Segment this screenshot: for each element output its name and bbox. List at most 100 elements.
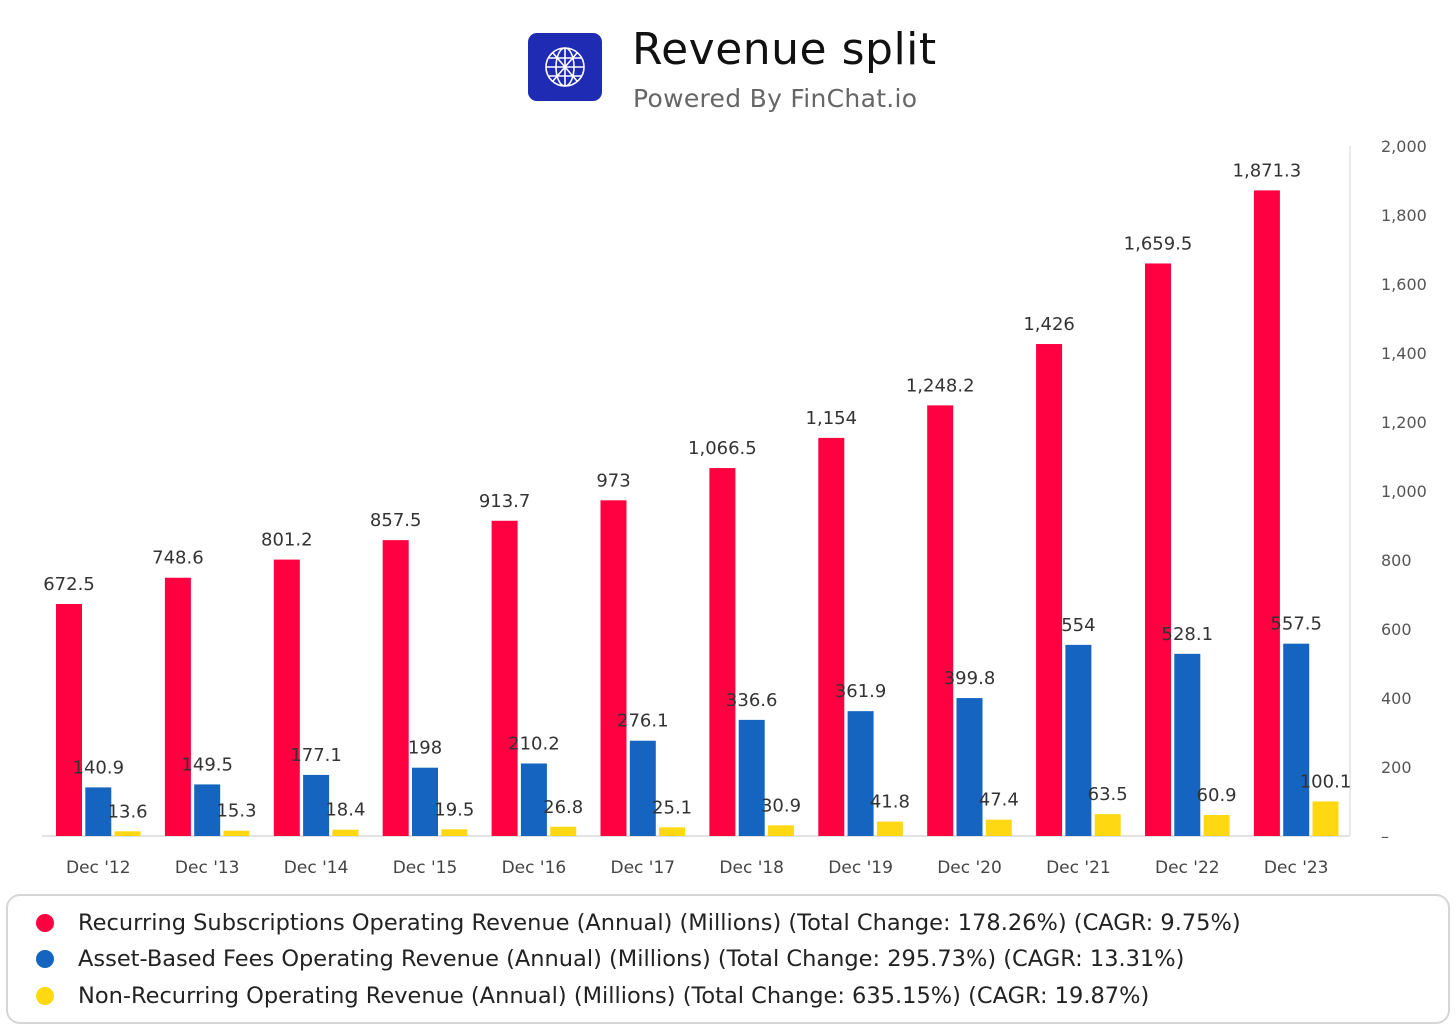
data-label-non-recurring-dec-20: 47.4 xyxy=(979,790,1019,811)
y-tick-label: 1,000 xyxy=(1381,482,1427,501)
bar-recurring-dec-18 xyxy=(709,468,736,836)
bar-non-recurring-dec-17 xyxy=(659,827,686,836)
x-tick-label: Dec '22 xyxy=(1155,858,1220,878)
bar-recurring-dec-14 xyxy=(273,559,300,836)
bar-non-recurring-dec-13 xyxy=(223,830,250,836)
bar-non-recurring-dec-22 xyxy=(1203,814,1230,836)
data-label-recurring-dec-23: 1,871.3 xyxy=(1233,160,1302,181)
y-tick-label: 1,400 xyxy=(1381,344,1427,363)
x-tick-label: Dec '21 xyxy=(1046,858,1111,878)
data-label-non-recurring-dec-17: 25.1 xyxy=(652,797,692,818)
x-tick-label: Dec '23 xyxy=(1264,858,1329,878)
legend-dot-non-recurring xyxy=(36,987,54,1005)
legend-label-asset-based: Asset-Based Fees Operating Revenue (Annu… xyxy=(78,946,1185,972)
bar-asset-based-dec-23 xyxy=(1283,643,1310,836)
globe-icon xyxy=(545,47,585,87)
data-label-non-recurring-dec-22: 60.9 xyxy=(1197,785,1237,806)
bar-non-recurring-dec-20 xyxy=(985,819,1012,836)
bar-recurring-dec-20 xyxy=(927,405,954,836)
chart-subtitle: Powered By FinChat.io xyxy=(633,84,918,113)
legend-item-recurring: Recurring Subscriptions Operating Revenu… xyxy=(36,910,1241,936)
bar-chart: – 200 400 600 800 1,000 1,200 1,400 1,600 1,800 2,… xyxy=(42,137,1427,878)
data-label-non-recurring-dec-14: 18.4 xyxy=(325,800,365,821)
x-tick-label: Dec '17 xyxy=(610,858,675,878)
bar-recurring-dec-15 xyxy=(382,540,409,836)
x-tick-label: Dec '18 xyxy=(719,858,784,878)
y-tick-label: 600 xyxy=(1381,620,1412,639)
data-label-asset-based-dec-23: 557.5 xyxy=(1270,614,1322,635)
bar-recurring-dec-21 xyxy=(1036,344,1063,836)
y-tick-label: 1,200 xyxy=(1381,413,1427,432)
x-tick-label: Dec '15 xyxy=(393,858,458,878)
data-label-asset-based-dec-17: 276.1 xyxy=(617,711,669,732)
legend-item-asset-based: Asset-Based Fees Operating Revenue (Annu… xyxy=(36,946,1184,972)
data-label-recurring-dec-18: 1,066.5 xyxy=(688,438,757,459)
data-label-recurring-dec-20: 1,248.2 xyxy=(906,375,975,396)
logo xyxy=(528,33,602,101)
bar-non-recurring-dec-15 xyxy=(441,829,468,836)
bar-recurring-dec-16 xyxy=(491,520,518,836)
x-tick-label: Dec '13 xyxy=(175,858,240,878)
data-label-recurring-dec-22: 1,659.5 xyxy=(1124,233,1193,254)
bar-asset-based-dec-14 xyxy=(303,774,330,836)
bar-asset-based-dec-18 xyxy=(738,719,765,836)
data-label-non-recurring-dec-15: 19.5 xyxy=(434,799,474,820)
bar-non-recurring-dec-12 xyxy=(114,831,141,836)
y-tick-label: 400 xyxy=(1381,689,1412,708)
y-tick-label: 200 xyxy=(1381,758,1412,777)
bar-recurring-dec-17 xyxy=(600,500,627,836)
legend-label-non-recurring: Non-Recurring Operating Revenue (Annual)… xyxy=(78,983,1150,1009)
y-tick-label: 1,600 xyxy=(1381,275,1427,294)
chart-title: Revenue split xyxy=(632,24,937,75)
data-label-recurring-dec-13: 748.6 xyxy=(152,548,204,569)
bar-non-recurring-dec-14 xyxy=(332,829,359,836)
x-tick-label: Dec '16 xyxy=(502,858,567,878)
data-label-asset-based-dec-20: 399.8 xyxy=(944,668,996,689)
y-tick-label: – xyxy=(1381,827,1389,846)
bar-asset-based-dec-22 xyxy=(1174,653,1201,836)
legend-item-non-recurring: Non-Recurring Operating Revenue (Annual)… xyxy=(36,983,1149,1009)
data-label-non-recurring-dec-21: 63.5 xyxy=(1088,784,1128,805)
data-label-asset-based-dec-13: 149.5 xyxy=(181,754,233,775)
data-label-asset-based-dec-21: 554 xyxy=(1061,615,1095,636)
data-label-recurring-dec-17: 973 xyxy=(596,470,630,491)
legend-dot-recurring xyxy=(36,914,54,932)
bar-recurring-dec-22 xyxy=(1145,263,1171,836)
bar-asset-based-dec-13 xyxy=(194,784,221,836)
data-label-asset-based-dec-15: 198 xyxy=(408,738,442,759)
data-label-asset-based-dec-19: 361.9 xyxy=(835,681,887,702)
x-tick-label: Dec '20 xyxy=(937,858,1002,878)
bar-asset-based-dec-17 xyxy=(629,740,656,836)
data-label-recurring-dec-14: 801.2 xyxy=(261,530,313,551)
data-label-recurring-dec-21: 1,426 xyxy=(1023,314,1075,335)
data-label-non-recurring-dec-13: 15.3 xyxy=(216,801,256,822)
bar-non-recurring-dec-19 xyxy=(876,821,903,836)
data-label-non-recurring-dec-12: 13.6 xyxy=(108,801,148,822)
legend: Recurring Subscriptions Operating Revenu… xyxy=(6,894,1450,1024)
data-label-asset-based-dec-18: 336.6 xyxy=(726,690,778,711)
bar-non-recurring-dec-21 xyxy=(1094,814,1121,836)
y-tick-label: 1,800 xyxy=(1381,206,1427,225)
bar-asset-based-dec-21 xyxy=(1065,644,1092,836)
legend-label-recurring: Recurring Subscriptions Operating Revenu… xyxy=(78,910,1241,936)
y-tick-label: 800 xyxy=(1381,551,1412,570)
bar-recurring-dec-23 xyxy=(1253,190,1280,837)
bar-recurring-dec-13 xyxy=(164,577,191,836)
bar-recurring-dec-19 xyxy=(818,437,845,836)
bar-non-recurring-dec-23 xyxy=(1312,801,1339,836)
data-label-asset-based-dec-14: 177.1 xyxy=(290,745,342,766)
y-tick-label: 2,000 xyxy=(1381,137,1427,156)
data-label-non-recurring-dec-23: 100.1 xyxy=(1300,771,1352,792)
data-label-recurring-dec-12: 672.5 xyxy=(43,574,95,595)
data-label-non-recurring-dec-16: 26.8 xyxy=(543,797,583,818)
legend-dot-asset-based xyxy=(36,950,54,968)
x-tick-label: Dec '12 xyxy=(66,858,131,878)
bar-asset-based-dec-19 xyxy=(847,711,874,836)
bar-asset-based-dec-15 xyxy=(412,767,438,836)
data-label-recurring-dec-19: 1,154 xyxy=(806,408,858,429)
x-tick-label: Dec '19 xyxy=(828,858,893,878)
bar-asset-based-dec-20 xyxy=(956,698,983,836)
data-label-non-recurring-dec-19: 41.8 xyxy=(870,792,910,813)
bar-non-recurring-dec-18 xyxy=(768,825,794,836)
bar-recurring-dec-12 xyxy=(56,603,82,836)
